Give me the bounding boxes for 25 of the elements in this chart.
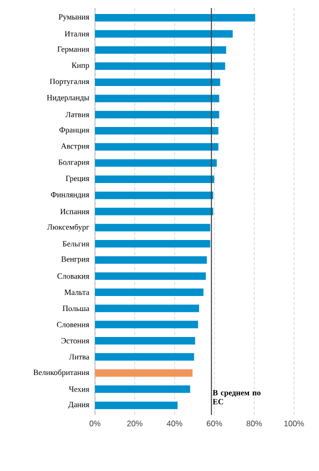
bar — [95, 143, 218, 151]
bar — [95, 385, 190, 393]
bar — [95, 402, 178, 410]
bar — [95, 30, 233, 38]
bar — [95, 224, 210, 232]
bar — [95, 159, 217, 167]
bar — [95, 192, 214, 200]
bar — [95, 256, 207, 264]
bar — [95, 320, 198, 328]
bar — [95, 353, 194, 361]
bar — [95, 46, 226, 54]
bar — [95, 62, 226, 70]
bar — [95, 288, 204, 296]
bar — [95, 94, 220, 102]
bar — [95, 304, 200, 312]
bar — [95, 240, 210, 248]
bar — [95, 14, 256, 22]
bar — [95, 336, 196, 344]
bar — [95, 272, 206, 280]
bar — [95, 175, 214, 183]
bar — [95, 208, 214, 216]
bar — [95, 78, 220, 86]
bar — [95, 126, 218, 134]
bar — [95, 110, 220, 118]
bar — [95, 369, 193, 377]
